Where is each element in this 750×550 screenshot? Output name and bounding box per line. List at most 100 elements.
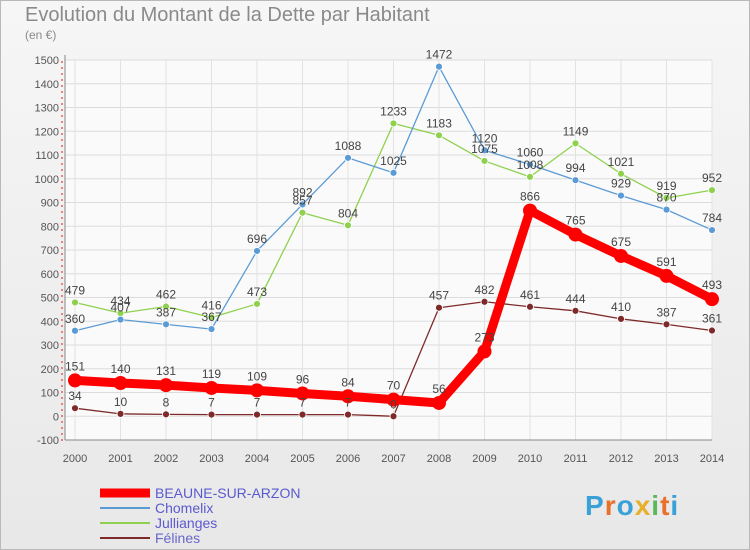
data-point (68, 373, 82, 388)
y-axis-dot (61, 235, 63, 237)
y-axis-dot (61, 439, 63, 441)
x-tick-label: 2004 (245, 453, 269, 465)
data-point (526, 160, 534, 169)
data-label: 387 (156, 305, 176, 319)
y-axis-dot (61, 187, 63, 189)
data-label: 151 (65, 359, 85, 373)
y-axis-dot (61, 193, 63, 195)
data-label: 387 (656, 305, 676, 319)
data-point (571, 139, 580, 148)
data-label: 457 (429, 289, 449, 303)
y-axis-dot (61, 73, 63, 75)
data-label: 56 (432, 382, 446, 396)
data-label: 361 (702, 312, 722, 326)
y-axis-dot (61, 313, 63, 315)
x-tick-label: 2000 (63, 453, 87, 465)
data-point (162, 302, 170, 311)
y-axis-dot (61, 199, 63, 201)
y-tick-label: 1000 (35, 174, 59, 186)
data-label: 434 (110, 294, 130, 308)
y-axis-dot (61, 391, 63, 393)
y-tick-label: 100 (41, 388, 59, 400)
data-label: 1149 (563, 124, 589, 138)
y-tick-label: 400 (41, 316, 59, 328)
data-label: 493 (702, 278, 722, 292)
legend-label: Félines (155, 530, 200, 546)
data-label: 482 (474, 283, 494, 297)
x-tick-label: 2001 (108, 453, 132, 465)
data-point (159, 378, 173, 393)
x-tick-label: 2006 (336, 453, 360, 465)
data-point (526, 302, 534, 311)
y-tick-label: 300 (41, 340, 59, 352)
y-axis-dot (61, 109, 63, 111)
x-tick-label: 2009 (472, 453, 496, 465)
data-point (662, 320, 671, 329)
data-point (571, 176, 580, 185)
data-point (116, 315, 125, 324)
y-tick-label: -100 (37, 435, 59, 447)
data-label: 444 (565, 292, 585, 306)
data-point (253, 410, 261, 419)
y-axis-dot (61, 163, 63, 165)
data-point (113, 376, 128, 390)
y-axis-dot (61, 181, 63, 183)
legend-label: Chomelix (155, 500, 213, 516)
data-label: 1060 (517, 146, 544, 160)
x-tick-label: 2003 (199, 453, 223, 465)
x-tick-label: 2005 (290, 453, 314, 465)
data-point (207, 410, 216, 419)
data-point (708, 186, 716, 195)
data-label: 892 (292, 185, 312, 199)
y-axis-dot (61, 91, 63, 93)
data-point (207, 313, 216, 322)
y-axis-dot (61, 349, 63, 351)
data-point (523, 203, 537, 218)
y-axis-dot (61, 283, 63, 285)
data-label: 70 (387, 379, 401, 393)
y-axis-dot (61, 97, 63, 99)
data-point (344, 153, 352, 162)
x-tick-label: 2012 (609, 453, 633, 465)
x-tick-label: 2014 (700, 453, 724, 465)
data-label: 994 (565, 161, 585, 175)
data-point (617, 169, 625, 178)
data-label: 591 (656, 255, 676, 269)
data-point (344, 221, 352, 230)
data-point (614, 248, 628, 263)
data-point (568, 227, 583, 242)
y-tick-label: 800 (41, 221, 59, 233)
data-point (71, 404, 79, 413)
data-point (617, 314, 625, 323)
y-axis-dot (61, 307, 63, 309)
data-label: 140 (110, 362, 130, 376)
data-point (389, 119, 398, 128)
data-point (432, 395, 446, 410)
y-axis-dot (61, 421, 63, 423)
data-point (204, 380, 219, 395)
data-point (480, 297, 489, 306)
x-tick-label: 2010 (518, 453, 542, 465)
x-tick-label: 2011 (564, 453, 588, 465)
data-label: 367 (201, 310, 221, 324)
y-axis-dot (61, 409, 63, 411)
y-axis-dot (61, 85, 63, 87)
y-axis-dot (61, 115, 63, 117)
y-tick-label: 600 (41, 269, 59, 281)
data-label: 10 (114, 395, 128, 409)
data-label: 7 (299, 396, 306, 410)
y-axis-dot (61, 145, 63, 147)
data-point (116, 409, 125, 418)
data-label: 96 (296, 372, 310, 386)
y-axis-dot (61, 247, 63, 249)
y-axis-dot (61, 127, 63, 129)
y-axis-dot (61, 379, 63, 381)
data-point (480, 146, 489, 155)
data-point (298, 200, 307, 209)
data-label: 7 (208, 396, 215, 410)
y-axis-dot (61, 241, 63, 243)
data-point (298, 208, 307, 217)
data-point (659, 268, 674, 283)
data-label: 1183 (426, 116, 452, 130)
data-label: 8 (163, 395, 170, 409)
